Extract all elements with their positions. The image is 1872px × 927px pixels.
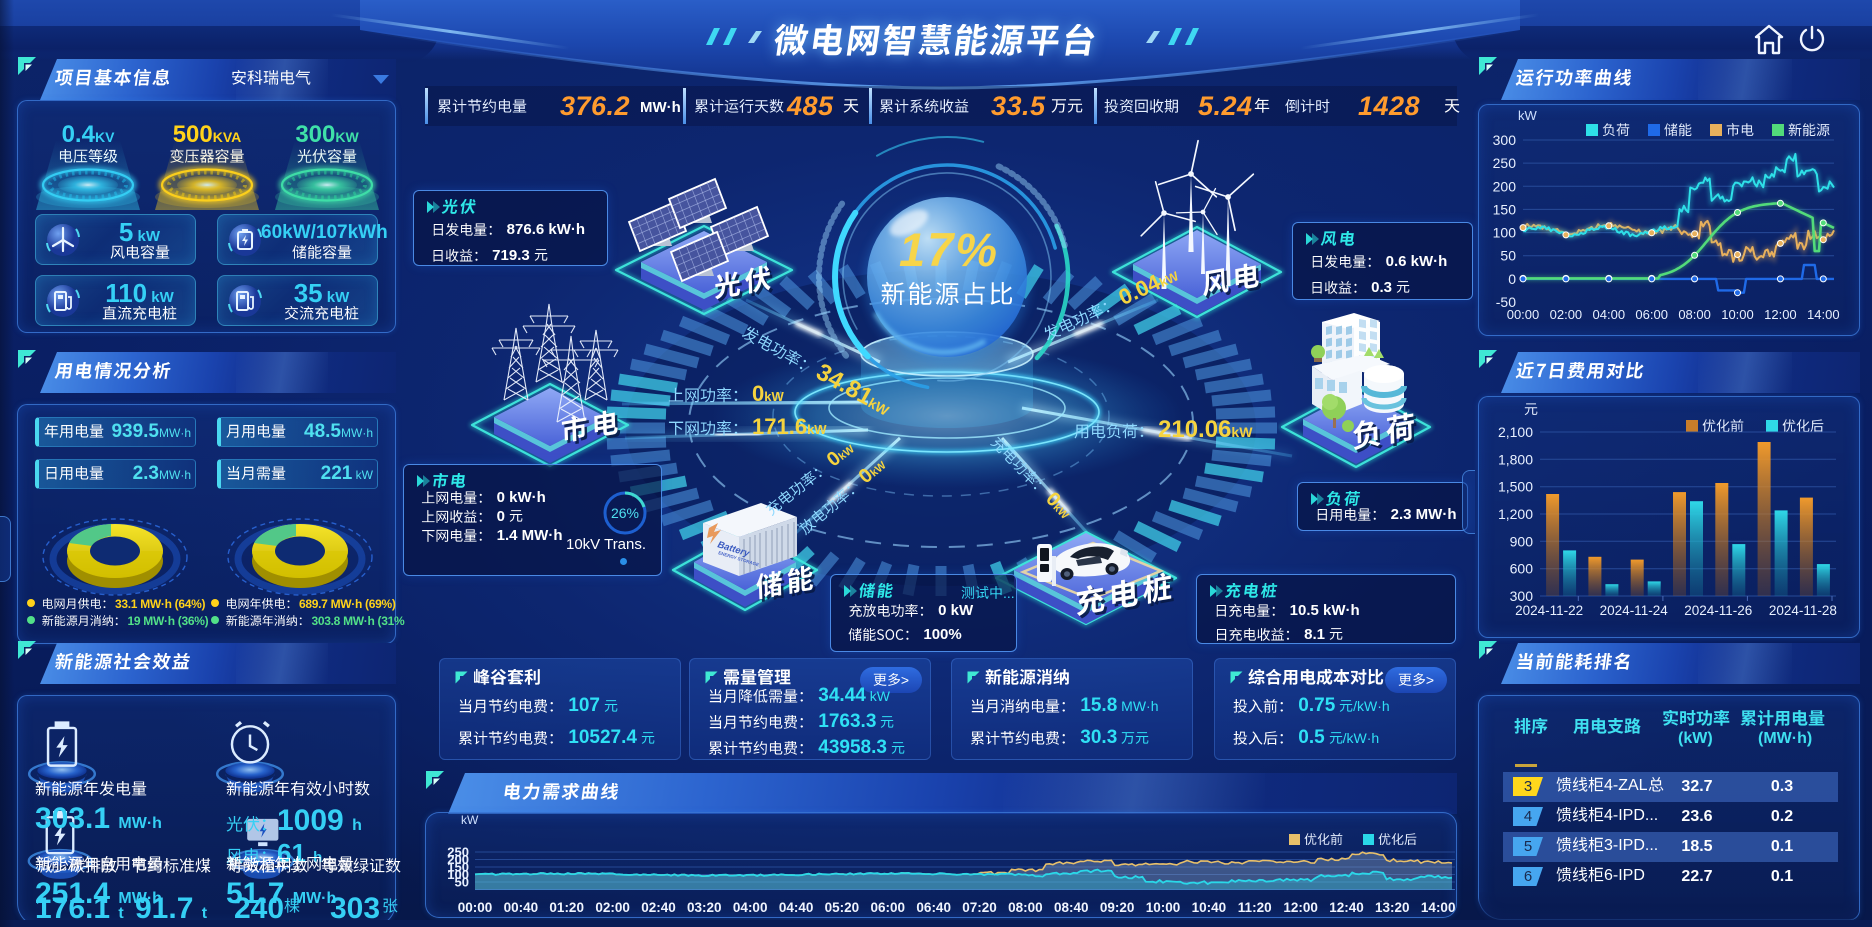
svg-text:26%: 26%: [611, 505, 639, 521]
svg-text:150: 150: [447, 860, 469, 875]
svg-text:-50: -50: [1496, 294, 1516, 310]
svg-text:600: 600: [1510, 561, 1534, 577]
svg-text:250: 250: [1493, 155, 1517, 171]
svg-text:05:20: 05:20: [825, 900, 860, 915]
svg-text:1,800: 1,800: [1498, 451, 1533, 467]
svg-text:1,200: 1,200: [1498, 506, 1533, 522]
svg-text:01:20: 01:20: [549, 900, 584, 915]
svg-text:17%: 17%: [899, 223, 999, 276]
svg-text:100: 100: [447, 867, 469, 882]
svg-text:02:40: 02:40: [641, 900, 676, 915]
svg-text:00:40: 00:40: [504, 900, 539, 915]
svg-text:200: 200: [1493, 178, 1517, 194]
svg-text:250: 250: [447, 845, 469, 860]
svg-text:09:20: 09:20: [1100, 900, 1135, 915]
svg-text:10:40: 10:40: [1192, 900, 1227, 915]
svg-text:10:00: 10:00: [1721, 307, 1754, 322]
svg-text:12:40: 12:40: [1329, 900, 1364, 915]
svg-text:04:00: 04:00: [733, 900, 768, 915]
svg-text:02:00: 02:00: [595, 900, 630, 915]
svg-text:06:40: 06:40: [916, 900, 951, 915]
svg-text:13:20: 13:20: [1375, 900, 1410, 915]
svg-text:2,100: 2,100: [1498, 424, 1533, 440]
svg-text:200: 200: [447, 852, 469, 867]
svg-text:08:00: 08:00: [1008, 900, 1043, 915]
svg-text:50: 50: [455, 875, 469, 890]
svg-text:300: 300: [1510, 588, 1534, 604]
svg-text:2024-11-28: 2024-11-28: [1769, 603, 1837, 618]
svg-text:50: 50: [1500, 248, 1516, 264]
svg-text:04:40: 04:40: [779, 900, 814, 915]
svg-text:14:00: 14:00: [1807, 307, 1840, 322]
svg-text:03:20: 03:20: [687, 900, 722, 915]
svg-text:kW: kW: [1518, 108, 1538, 123]
svg-text:0: 0: [1508, 271, 1516, 287]
svg-text:2024-11-22: 2024-11-22: [1515, 603, 1583, 618]
svg-text:kW: kW: [461, 813, 479, 827]
svg-text:12:00: 12:00: [1283, 900, 1318, 915]
svg-text:00:00: 00:00: [458, 900, 493, 915]
svg-text:12:00: 12:00: [1764, 307, 1797, 322]
svg-text:00:00: 00:00: [1507, 307, 1540, 322]
svg-text:02:00: 02:00: [1550, 307, 1583, 322]
svg-text:06:00: 06:00: [1635, 307, 1668, 322]
svg-text:1,500: 1,500: [1498, 479, 1533, 495]
svg-text:100: 100: [1493, 225, 1517, 241]
svg-text:150: 150: [1493, 201, 1517, 217]
svg-text:08:40: 08:40: [1054, 900, 1089, 915]
svg-text:04:00: 04:00: [1593, 307, 1626, 322]
svg-text:2024-11-24: 2024-11-24: [1600, 603, 1669, 618]
svg-text:14:00: 14:00: [1421, 900, 1456, 915]
svg-text:11:20: 11:20: [1238, 900, 1272, 915]
svg-text:2024-11-26: 2024-11-26: [1684, 603, 1752, 618]
svg-text:07:20: 07:20: [962, 900, 997, 915]
svg-text:900: 900: [1510, 533, 1534, 549]
svg-text:300: 300: [1493, 132, 1517, 148]
svg-text:10:00: 10:00: [1146, 900, 1181, 915]
svg-text:08:00: 08:00: [1678, 307, 1711, 322]
svg-text:06:00: 06:00: [871, 900, 906, 915]
